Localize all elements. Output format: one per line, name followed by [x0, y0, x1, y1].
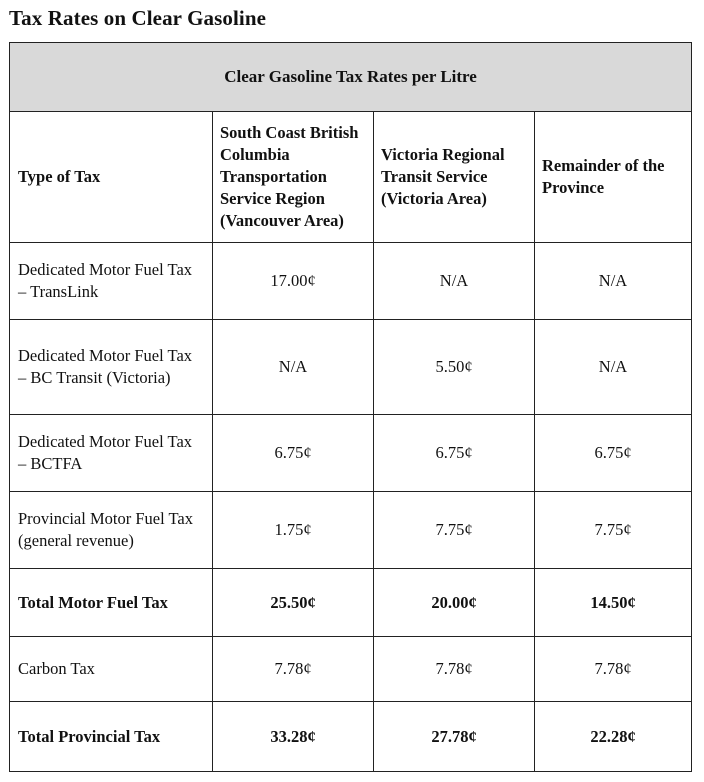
cell-vancouver: 25.50¢	[212, 568, 374, 637]
table-caption-row: Clear Gasoline Tax Rates per Litre	[8, 42, 693, 112]
cell-remainder: N/A	[533, 319, 693, 415]
table-row: Provincial Motor Fuel Tax (general reven…	[9, 491, 693, 569]
table-row: Dedicated Motor Fuel Tax – BC Transit (V…	[9, 319, 693, 415]
cell-remainder: 22.28¢	[533, 701, 693, 772]
table-row-total: Total Provincial Tax 33.28¢ 27.78¢ 22.28…	[9, 701, 693, 772]
cell-remainder: N/A	[533, 242, 693, 320]
cell-vancouver: 33.28¢	[212, 701, 374, 772]
table-row-total: Total Motor Fuel Tax 25.50¢ 20.00¢ 14.50…	[9, 568, 693, 637]
table-caption: Clear Gasoline Tax Rates per Litre	[8, 42, 693, 112]
header-remainder-province: Remainder of the Province	[533, 111, 693, 243]
cell-vancouver: N/A	[212, 319, 374, 415]
header-victoria-area: Victoria Regional Transit Service (Victo…	[373, 111, 535, 243]
row-label: Dedicated Motor Fuel Tax – BC Transit (V…	[9, 319, 213, 415]
cell-remainder: 6.75¢	[533, 414, 693, 492]
cell-vancouver: 7.78¢	[212, 636, 374, 702]
row-label: Dedicated Motor Fuel Tax – TransLink	[9, 242, 213, 320]
page-title: Tax Rates on Clear Gasoline	[9, 6, 267, 30]
table-row: Dedicated Motor Fuel Tax – TransLink 17.…	[9, 242, 693, 320]
cell-vancouver: 1.75¢	[212, 491, 374, 569]
header-type-of-tax: Type of Tax	[9, 111, 213, 243]
cell-remainder: 14.50¢	[533, 568, 693, 637]
table-row: Dedicated Motor Fuel Tax – BCTFA 6.75¢ 6…	[9, 414, 693, 492]
cell-victoria: N/A	[373, 242, 535, 320]
cell-remainder: 7.78¢	[533, 636, 693, 702]
row-label: Dedicated Motor Fuel Tax – BCTFA	[9, 414, 213, 492]
header-vancouver-area: South Coast British Columbia Transportat…	[212, 111, 374, 243]
cell-victoria: 27.78¢	[373, 701, 535, 772]
row-label: Total Provincial Tax	[9, 701, 213, 772]
table-row: Carbon Tax 7.78¢ 7.78¢ 7.78¢	[9, 636, 693, 702]
cell-victoria: 20.00¢	[373, 568, 535, 637]
cell-victoria: 7.75¢	[373, 491, 535, 569]
row-label: Provincial Motor Fuel Tax (general reven…	[9, 491, 213, 569]
cell-victoria: 5.50¢	[373, 319, 535, 415]
cell-vancouver: 6.75¢	[212, 414, 374, 492]
cell-victoria: 7.78¢	[373, 636, 535, 702]
table-header-row: Type of Tax South Coast British Columbia…	[9, 111, 693, 243]
cell-remainder: 7.75¢	[533, 491, 693, 569]
cell-vancouver: 17.00¢	[212, 242, 374, 320]
row-label: Carbon Tax	[9, 636, 213, 702]
cell-victoria: 6.75¢	[373, 414, 535, 492]
row-label: Total Motor Fuel Tax	[9, 568, 213, 637]
tax-rates-table: Clear Gasoline Tax Rates per Litre Type …	[8, 42, 693, 772]
